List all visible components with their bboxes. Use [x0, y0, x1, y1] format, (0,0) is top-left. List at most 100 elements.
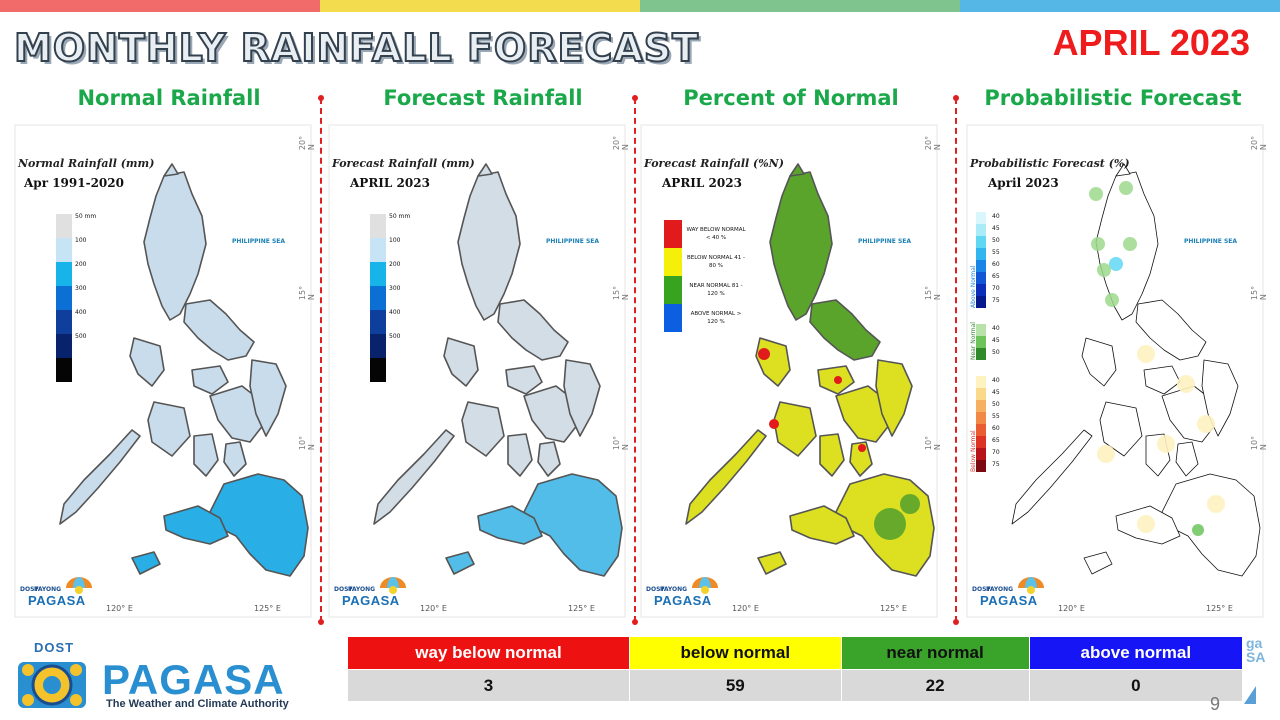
legend-swatch: 75: [976, 296, 1000, 308]
legend-swatch: [370, 286, 386, 310]
legend-swatch: 40: [976, 212, 1000, 224]
panel-title-probabilistic: Probabilistic Forecast: [984, 86, 1242, 110]
corner-logo-text-bottom: SA: [1246, 649, 1266, 665]
island-mindanao: [131, 551, 161, 575]
legend-row: [56, 358, 96, 382]
island-visayas: [223, 441, 247, 477]
payong-pagasa-logo: DOST PAYONG PAGASA: [14, 576, 94, 610]
legend-label: 70: [992, 285, 1000, 292]
map-panel-normal: Normal Rainfall (mm) Apr 1991-2020 PHILIPP…: [14, 124, 316, 618]
legend-label: 55: [992, 413, 1000, 420]
island-luzon: [1115, 163, 1131, 177]
summary-category-above: above normal: [1028, 636, 1244, 670]
latitude-label: 10° N: [924, 435, 943, 451]
near-normal-area: [900, 494, 920, 514]
legend-label: 45: [992, 225, 1000, 232]
legend-swatch: 55: [976, 412, 1000, 424]
map-legend-title: Probabilistic Forecast (%): [970, 157, 1130, 170]
island-visayas: [819, 433, 845, 477]
island-palawan: [685, 429, 767, 525]
probability-blob: [1157, 435, 1175, 453]
legend-swatch: [664, 220, 682, 248]
logo-pagasa-text: PAGASA: [342, 593, 400, 608]
probability-blob: [1097, 263, 1111, 277]
logo-payong-text: PAYONG: [348, 586, 376, 593]
legend-swatch: 40: [976, 376, 1000, 388]
island-visayas: [875, 359, 913, 437]
island-visayas: [1175, 441, 1199, 477]
legend-row: 400: [56, 309, 96, 334]
island-visayas: [523, 385, 579, 443]
legend-swatch: [56, 358, 72, 382]
logo-dost-text: DOST: [20, 586, 39, 593]
map-legend-title: Normal Rainfall (mm): [18, 157, 155, 170]
legend-row: 100: [370, 237, 410, 262]
summary-category-way-below: way below normal: [346, 636, 631, 670]
percent-category-legend: WAY BELOW NORMAL < 40 % BELOW NORMAL 41 -…: [664, 220, 746, 332]
map-legend-subtitle: APRIL 2023: [662, 176, 742, 190]
logo-payong-text: PAYONG: [34, 586, 62, 593]
island-luzon: [477, 163, 493, 177]
island-visayas: [443, 337, 479, 387]
way-below-normal-area: [758, 348, 770, 360]
island-mindanao: [757, 551, 787, 575]
map-legend-subtitle: Apr 1991-2020: [24, 176, 124, 190]
map-legend-title: Forecast Rainfall (%N): [644, 157, 784, 170]
legend-swatch: 45: [976, 224, 1000, 236]
latitude-label: 20° N: [924, 135, 943, 151]
logo-pagasa-text: PAGASA: [654, 593, 712, 608]
corner-logo-fragment: ga SA: [1246, 636, 1265, 664]
philippines-map: [328, 124, 626, 618]
panel-divider: [318, 95, 324, 625]
sea-label: PHILIPPINE SEA: [232, 238, 286, 245]
island-visayas: [835, 385, 891, 443]
legend-row: 300: [370, 284, 410, 310]
legend-row: WAY BELOW NORMAL < 40 %: [664, 220, 746, 248]
philippines-map: [640, 124, 938, 618]
legend-label: 100: [75, 236, 87, 244]
island-visayas: [1099, 401, 1143, 457]
payong-pagasa-logo: DOST PAYONG PAGASA: [640, 576, 720, 610]
legend-swatch: 65: [976, 272, 1000, 284]
rainfall-scale-legend: 50 mm 100 200 300 400 500: [370, 213, 410, 382]
legend-label: 300: [389, 284, 401, 292]
legend-row: 50 mm: [56, 213, 96, 238]
legend-swatch: [664, 304, 682, 332]
island-luzon: [183, 299, 255, 361]
legend-swatch: 65: [976, 436, 1000, 448]
panel-divider: [953, 95, 959, 625]
island-visayas: [1081, 337, 1117, 387]
summary-count-way-below: 3: [346, 669, 631, 702]
legend-row: NEAR NORMAL 81 - 120 %: [664, 276, 746, 304]
legend-row: 50 mm: [370, 213, 410, 238]
probability-blob: [1119, 181, 1133, 195]
philippines-map: [14, 124, 312, 618]
legend-label: 200: [75, 260, 87, 268]
panel-title-normal: Normal Rainfall: [77, 86, 261, 110]
summary-count-above: 0: [1028, 669, 1244, 702]
way-below-normal-area: [834, 376, 842, 384]
summary-count-row: 3 59 22 0: [346, 669, 1244, 702]
near-normal-area: [874, 508, 906, 540]
legend-label: 50: [992, 401, 1000, 408]
longitude-label: 120° E: [420, 604, 447, 613]
legend-swatch: 70: [976, 284, 1000, 296]
probability-blob: [1197, 415, 1215, 433]
logo-dost-text: DOST: [972, 586, 991, 593]
island-mindanao: [523, 473, 623, 577]
latitude-label: 15° N: [612, 285, 631, 301]
island-palawan: [59, 429, 141, 525]
latitude-label: 10° N: [1250, 435, 1269, 451]
umbrella-icon: [692, 577, 718, 594]
legend-label: 300: [75, 284, 87, 292]
legend-swatch: [370, 262, 386, 286]
island-luzon: [769, 171, 833, 321]
legend-swatch: 60: [976, 260, 1000, 272]
longitude-label: 125° E: [880, 604, 907, 613]
philippines-map: [966, 124, 1264, 618]
legend-row: 200: [370, 261, 410, 286]
top-bar-segment-yellow: [320, 0, 640, 12]
legend-swatch: 50: [976, 400, 1000, 412]
corner-logo-text-top: ga: [1246, 635, 1263, 651]
island-luzon: [497, 299, 569, 361]
